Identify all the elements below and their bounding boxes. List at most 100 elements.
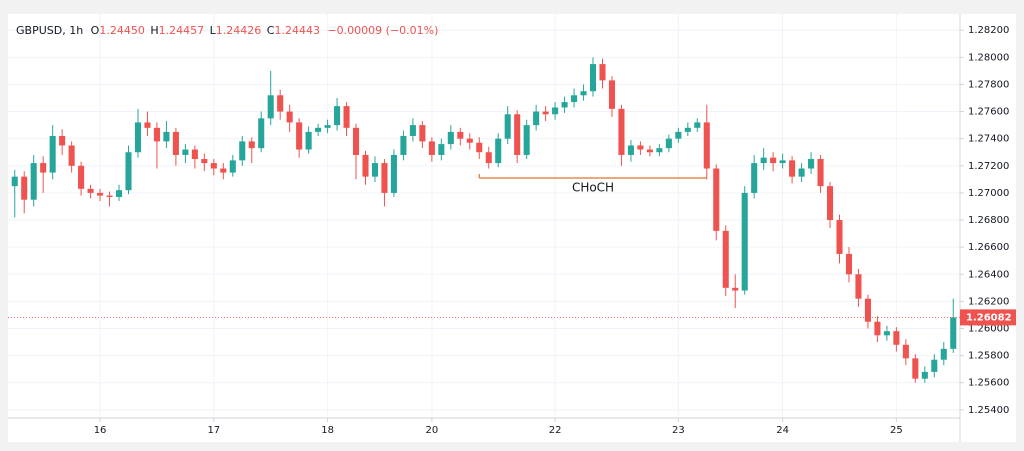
candle-body [106,195,113,197]
candle-body [163,131,170,142]
x-tick-label: 23 [672,425,685,436]
candle-body [485,152,492,164]
candle-body [220,168,227,173]
candle-body [153,127,160,142]
candle-body [144,122,151,128]
candle-body [883,331,890,336]
candle-body [760,157,767,164]
ohlc-value: 1.24443 [274,24,320,37]
chart-panel [8,14,1016,442]
candle-body [902,344,909,359]
candle-body [457,131,464,139]
candle-body [78,165,85,189]
ohlc-label: H [150,24,158,37]
candle-body [125,152,132,191]
candle-body [191,149,198,160]
last-price-label: 1.26082 [966,312,1012,323]
candle-body [514,114,521,155]
last-price-box [960,309,1016,326]
candle-body [504,114,511,139]
candle-body [646,149,653,153]
candle-body [874,321,881,336]
x-tick-label: 24 [776,425,789,436]
candle-body [324,125,331,128]
candle-body [315,127,322,132]
y-tick-label: 1.27200 [968,161,1009,172]
candle-body [30,163,37,200]
x-tick-label: 16 [94,425,107,436]
y-tick-label: 1.27400 [968,134,1009,145]
candle-body [779,160,786,164]
y-tick-label: 1.26800 [968,215,1009,226]
candle-body [817,159,824,187]
candle-body [542,111,549,115]
x-tick-label: 25 [890,425,903,436]
candle-body [428,141,435,155]
candle-body [134,122,142,153]
candle-body [675,131,682,139]
candle-body [381,163,388,193]
x-tick-label: 18 [321,425,334,436]
candle-body [864,298,871,322]
annotation-label: CHoCH [572,181,614,195]
y-tick-label: 1.26000 [968,324,1009,335]
y-tick-label: 1.27600 [968,107,1009,118]
y-tick-label: 1.26200 [968,296,1009,307]
candle-body [561,102,568,108]
candle-body [371,163,379,177]
candle-body [182,149,189,155]
y-tick-label: 1.27800 [968,79,1009,90]
symbol: GBPUSD, 1h [16,24,83,37]
candle-body [808,159,815,169]
candle-body [438,144,445,155]
candle-body [722,230,729,288]
candle-body [713,168,720,231]
y-tick-label: 1.26600 [968,242,1009,253]
candle-body [68,145,75,166]
ohlc-value: 1.24426 [216,24,262,37]
candle-body [732,287,739,291]
candle-body [608,80,616,109]
candle-body [656,148,663,153]
y-tick-label: 1.27000 [968,188,1009,199]
candle-body [258,118,265,149]
chart-header: GBPUSD, 1h O1.24450 H1.24457 L1.24426 C1… [16,24,438,37]
y-tick-label: 1.28000 [968,52,1009,63]
candle-body [950,317,957,349]
candle-body [115,190,123,197]
candle-body [741,192,748,291]
ohlc-label: L [210,24,217,37]
candle-body [826,186,834,221]
candle-body [703,122,710,169]
candle-body [921,371,928,379]
candle-body [11,176,18,187]
candle-body [599,64,606,81]
candle-body [751,163,758,193]
candle-body [343,106,350,128]
candles [11,57,957,383]
candle-body [400,135,407,155]
ohlc-value: 1.24457 [159,24,205,37]
candle-body [97,192,104,196]
x-tick-label: 20 [425,425,438,436]
candle-body [836,220,843,254]
candle-body [239,141,246,161]
y-tick-label: 1.26400 [968,269,1009,280]
candle-body [49,135,56,173]
candle-body [277,95,284,112]
candle-body [305,131,312,150]
candle-body [476,142,483,153]
candle-body [447,131,454,145]
candle-body [87,188,94,193]
candle-body [352,127,360,155]
candle-body [466,138,473,143]
candle-body [390,154,397,193]
candle-body [940,348,947,360]
y-tick-label: 1.25800 [968,351,1009,362]
candle-body [533,111,540,126]
candle-body [627,145,634,155]
candle-body [571,95,578,103]
ohlc-label: O [91,24,100,37]
candle-body [912,358,919,379]
candle-body [855,274,862,299]
